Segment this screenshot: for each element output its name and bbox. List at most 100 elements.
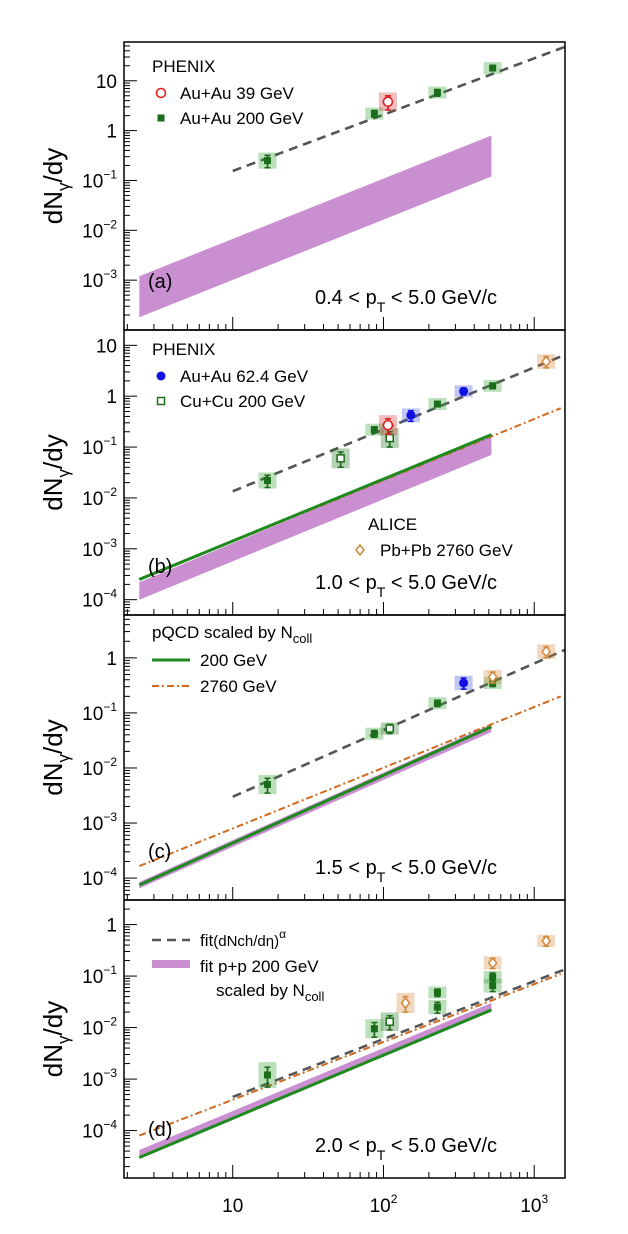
data-point-cucu-1: [380, 428, 399, 449]
ylab-sub: γ: [54, 753, 73, 762]
y-tick-label: 10−4: [82, 1118, 117, 1143]
data-point-au200-0: [258, 152, 277, 169]
marker: [263, 477, 271, 485]
marker: [433, 988, 441, 996]
marker: [489, 382, 497, 390]
ylab-main: dN: [38, 477, 68, 510]
y-tick-base: 10: [82, 1122, 103, 1143]
ylab-tail: /dy: [38, 434, 68, 469]
marker: [336, 454, 345, 463]
y-tick-label: 10−3: [82, 810, 117, 835]
ylab-sub: γ: [54, 182, 73, 191]
y-tick-exp: −2: [103, 485, 117, 499]
marker: [385, 724, 394, 733]
marker: [487, 670, 498, 684]
data-point-au62-1: [454, 385, 473, 398]
x-tick-label: 102: [370, 1192, 398, 1217]
pt-range-label: 2.0 < pT < 5.0 GeV/c: [315, 1135, 497, 1163]
y-tick-label: 10−4: [82, 587, 117, 612]
legend-item: Cu+Cu 200 GeV: [180, 392, 306, 411]
y-tick-base: 10: [82, 704, 103, 725]
ylab-sub: γ: [54, 1035, 73, 1044]
y-tick-label: 10−2: [82, 217, 117, 242]
y-tick-exp: −2: [103, 1015, 117, 1029]
marker: [382, 419, 394, 431]
marker: [385, 1017, 394, 1026]
panel-label: (a): [148, 271, 172, 293]
y-tick-base: 10: [82, 171, 103, 192]
legend-band: [152, 960, 190, 968]
marker: [263, 781, 271, 789]
y-tick-base: 10: [82, 869, 103, 890]
y-tick-base: 1: [106, 122, 117, 143]
data-point-au200-2: [428, 697, 447, 710]
range-a: 0.4 < p: [315, 287, 377, 309]
y-tick-label: 1: [106, 122, 117, 143]
marker: [382, 96, 394, 108]
y-tick-label: 10−1: [82, 167, 117, 192]
y-tick-exp: −1: [103, 700, 117, 714]
y-tick-label: 10−2: [82, 1015, 117, 1040]
marker: [489, 973, 497, 981]
pqcd-2760-line: [138, 695, 562, 868]
pt-range-label: 1.5 < pT < 5.0 GeV/c: [315, 857, 497, 885]
marker: [541, 934, 552, 948]
pp-scaled-band: [139, 435, 492, 600]
marker: [433, 89, 441, 97]
y-tick-exp: −1: [103, 434, 117, 448]
data-point-au200-0: [258, 1062, 277, 1088]
panel-label: (c): [148, 841, 171, 863]
y-tick-exp: −3: [103, 810, 117, 824]
range-a: 1.0 < p: [315, 572, 377, 594]
legend: PHENIX Au+Au 39 GeV Au+Au 200 GeV: [152, 57, 304, 128]
y-axis-label: dNγ/dy: [38, 1001, 73, 1077]
y-tick-exp: −4: [103, 587, 117, 601]
x-axis: 10 102 103: [222, 1192, 548, 1217]
range-sub: T: [377, 1147, 386, 1163]
pp-scaled-band: [139, 1003, 492, 1158]
y-tick-base: 10: [82, 540, 103, 561]
ylab-main: dN: [38, 1044, 68, 1077]
data-point-alice-2: [537, 934, 556, 948]
marker: [541, 355, 552, 368]
y-axis-label: dNγ/dy: [38, 434, 73, 510]
y-tick-exp: −3: [103, 267, 117, 281]
range-a: 2.0 < p: [315, 1135, 377, 1157]
data-point-au39-0: [378, 92, 397, 111]
legend: fit(dNch/dη)α fit p+p 200 GeV scaled by Nc…: [152, 927, 324, 1004]
ylab-main: dN: [38, 191, 68, 224]
legend-marker: [156, 396, 166, 406]
marker: [406, 410, 416, 420]
y-tick-label: 10: [96, 336, 117, 357]
data-point-au200-2: [428, 986, 447, 999]
marker: [370, 730, 378, 738]
marker: [433, 1003, 441, 1011]
y-tick-exp: −1: [103, 167, 117, 181]
range-b: < 5.0 GeV/c: [385, 287, 497, 309]
y-tick-base: 10: [82, 438, 103, 459]
y-tick-exp: −2: [103, 217, 117, 231]
data-point-cucu-0: [331, 448, 350, 469]
y-tick-base: 1: [106, 387, 117, 408]
y-tick-label: 10−1: [82, 700, 117, 725]
x-tick-label: 103: [520, 1192, 548, 1217]
marker: [263, 157, 271, 165]
x-tick-exp: 3: [541, 1192, 548, 1206]
y-tick-base: 10: [82, 814, 103, 835]
x-tick-base: 10: [222, 1196, 243, 1217]
marker: [459, 386, 469, 396]
marker: [385, 433, 394, 443]
legend-marker: [157, 114, 165, 122]
y-tick-exp: −3: [103, 1066, 117, 1080]
legend: pQCD scaled by Ncoll 200 GeV 2760 GeV: [152, 623, 312, 696]
pqcd-200-line: [138, 1008, 492, 1159]
y-tick-base: 10: [82, 1070, 103, 1091]
marker: [487, 956, 498, 970]
legend-item: Au+Au 200 GeV: [180, 109, 304, 128]
data-point-au200-0: [258, 472, 277, 489]
legend-marker: [155, 87, 167, 99]
legend-item: fit p+p 200 GeV: [200, 957, 319, 976]
